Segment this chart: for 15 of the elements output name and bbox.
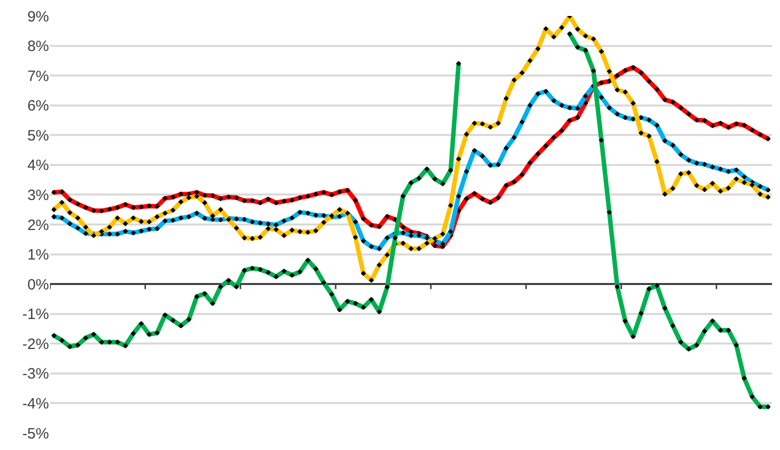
y-tick-label: 5% (27, 127, 49, 144)
y-tick-label: 3% (27, 186, 49, 204)
y-tick-label: 6% (27, 98, 49, 115)
y-tick-label: 8% (27, 38, 49, 56)
y-tick-label: 1% (27, 246, 49, 264)
y-tick-label: -3% (22, 366, 49, 383)
y-tick-label: 9% (27, 8, 49, 26)
y-tick-label: -1% (22, 306, 49, 324)
y-tick-label: -5% (22, 425, 49, 442)
y-tick-label: 4% (27, 157, 49, 174)
y-tick-label: 0% (27, 276, 49, 294)
y-tick-label: -2% (22, 336, 49, 353)
y-tick-label: 7% (27, 68, 49, 85)
y-tick-label: 2% (27, 216, 49, 234)
y-tick-label: -4% (22, 395, 49, 412)
